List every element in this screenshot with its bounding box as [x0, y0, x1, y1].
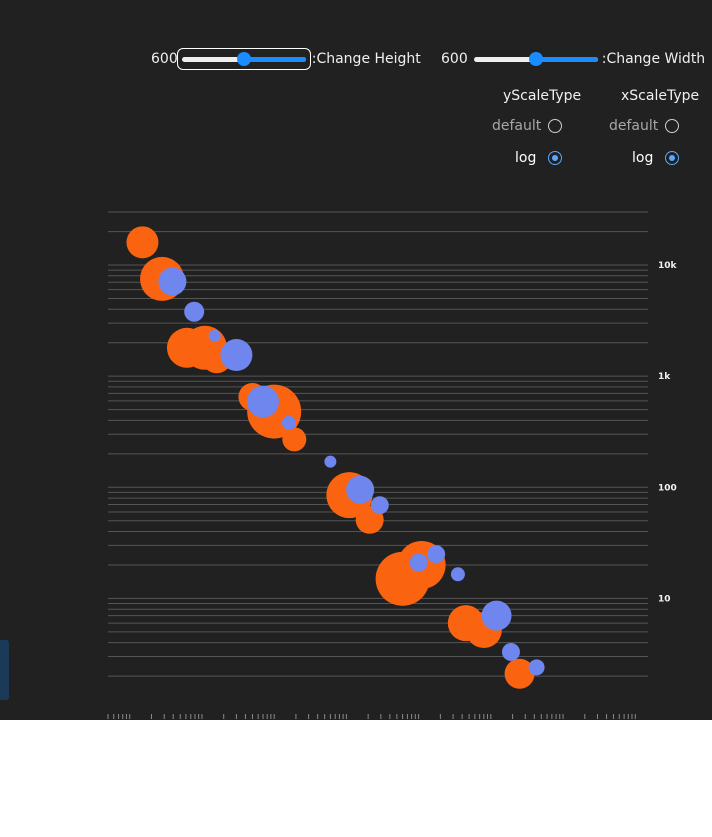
data-point: [481, 600, 512, 631]
data-point: [324, 455, 337, 468]
x-scale-default-radio[interactable]: [665, 119, 679, 133]
y-scale-title: yScaleType: [503, 88, 582, 104]
height-slider[interactable]: [176, 48, 311, 70]
data-point: [282, 427, 307, 452]
y-tick-label: 1k: [658, 372, 671, 382]
y-tick-label: 100: [658, 483, 677, 493]
data-point: [427, 545, 446, 564]
scatter-chart: 10 100 1k 10k: [107, 211, 678, 719]
x-scale-title: xScaleType: [621, 88, 700, 104]
width-value: 600: [441, 51, 468, 67]
x-scale-log-label: log: [632, 150, 654, 166]
data-point: [370, 496, 389, 515]
data-point: [246, 385, 279, 418]
width-control: 600 :Change Width: [441, 48, 705, 70]
width-slider-thumb[interactable]: [528, 52, 543, 66]
width-slider-fill: [535, 57, 598, 62]
data-point: [450, 567, 465, 582]
data-point: [504, 658, 535, 689]
data-point: [501, 642, 520, 661]
height-slider-thumb[interactable]: [236, 52, 251, 66]
data-point: [346, 475, 375, 504]
data-point: [220, 339, 253, 372]
grid-lines: [108, 211, 648, 677]
x-axis-ticks: [107, 714, 636, 719]
y-tick-label: 10k: [658, 261, 678, 271]
data-point: [409, 553, 428, 572]
data-point: [208, 329, 221, 342]
data-point: [126, 226, 159, 259]
x-scale-default-label: default: [609, 118, 659, 134]
data-point: [528, 659, 545, 676]
height-slider-fill: [243, 57, 306, 62]
y-axis-labels: 10 100 1k 10k: [658, 261, 678, 604]
y-scale-log-label: log: [515, 150, 537, 166]
x-scale-log-radio[interactable]: [665, 151, 679, 165]
data-point: [158, 267, 187, 296]
data-point: [281, 415, 296, 430]
width-slider[interactable]: [472, 51, 600, 67]
data-points: [126, 226, 545, 689]
y-scale-default-radio[interactable]: [548, 119, 562, 133]
y-tick-label: 10: [658, 594, 671, 604]
height-control: 600 :Change Height: [151, 48, 421, 70]
side-panel-tab[interactable]: [0, 640, 9, 700]
data-point: [184, 301, 205, 322]
height-label: :Change Height: [311, 51, 421, 67]
y-scale-default-label: default: [492, 118, 542, 134]
width-label: :Change Width: [601, 51, 706, 67]
app-panel: 600 :Change Height 600 :Change Width ySc…: [0, 0, 712, 720]
height-value: 600: [151, 51, 178, 67]
y-scale-log-radio[interactable]: [548, 151, 562, 165]
